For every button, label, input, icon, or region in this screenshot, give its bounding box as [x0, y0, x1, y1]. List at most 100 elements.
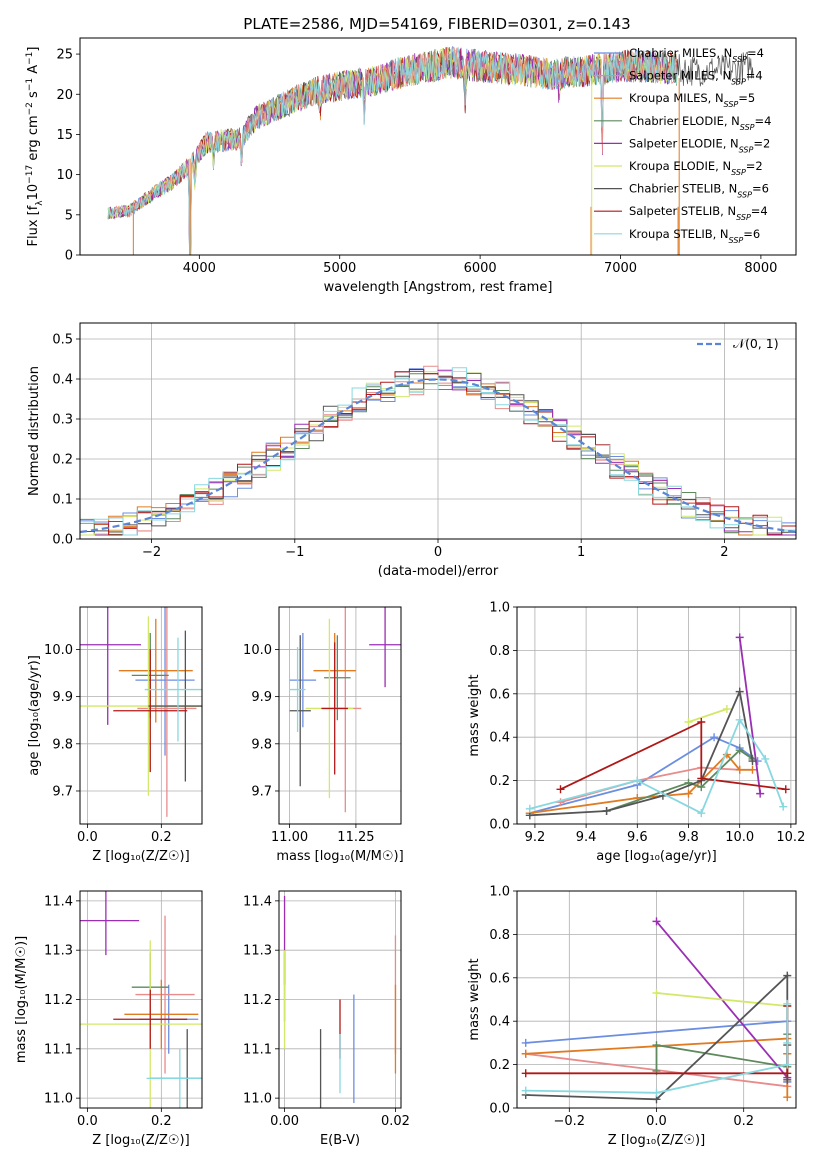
- weight_vs_age-panel: 9.2 9.4 9.6 9.8 10.0 10.2 0.0 0.2 0.4 0.6 0.8 1.0 ag…: [467, 601, 805, 865]
- axes-frame: [79, 37, 797, 256]
- x-tick-label: 0: [434, 545, 442, 560]
- axes-frame: [79, 606, 203, 825]
- weight-line: [688, 708, 728, 723]
- weight-marker: [748, 757, 757, 766]
- weight-marker: [722, 704, 731, 713]
- weight-marker: [652, 1041, 661, 1050]
- y-axis-label: age [log₁₀(age/yr)]: [27, 655, 42, 776]
- legend-entry: Chabrier STELIB, NSSP=6: [629, 182, 769, 200]
- y-tick-label: 9.9: [251, 690, 272, 705]
- weight-marker: [761, 754, 770, 763]
- weight-marker: [735, 633, 744, 642]
- x-tick-label: 2: [720, 545, 728, 560]
- y-tick-label: 0.0: [489, 818, 510, 833]
- y-tick-label: 1.0: [489, 885, 510, 900]
- y-tick-label: 0.1: [52, 493, 73, 508]
- weight-line: [560, 720, 786, 791]
- y-tick-label: 10.0: [243, 643, 272, 658]
- y-tick-label: 11.1: [243, 1042, 272, 1057]
- x-tick-label: 4000: [183, 261, 216, 276]
- weight-marker: [602, 806, 611, 815]
- spectrum-plot-area: [107, 46, 754, 255]
- y-tick-label: 25: [56, 48, 73, 63]
- weight-marker: [710, 733, 719, 742]
- legend-entry: Salpeter STELIB, NSSP=4: [629, 204, 768, 222]
- age_vs_Z-panel: 0.0 0.2 9.7 9.8 9.9 10.0 Z [log₁₀(Z/Z☉)] age [l…: [27, 606, 203, 864]
- x-tick-label: −2: [142, 545, 161, 560]
- weight-marker: [652, 1088, 661, 1097]
- weight-marker: [779, 802, 788, 811]
- weight-line: [656, 992, 788, 1007]
- x-tick-label: 0.02: [381, 1114, 410, 1129]
- weight-marker: [652, 988, 661, 997]
- y-tick-label: 9.7: [52, 784, 73, 799]
- y-tick-label: 15: [56, 128, 73, 143]
- x-tick-label: 7000: [604, 261, 637, 276]
- mass_vs_ebv-panel: 0.00 0.02 11.0 11.1 11.2 11.3 11.4 E(B-V): [243, 890, 410, 1148]
- y-tick-label: 0: [65, 249, 73, 264]
- weight-marker: [556, 785, 565, 794]
- y-tick-label: 11.1: [44, 1042, 73, 1057]
- y-tick-label: 11.4: [243, 894, 272, 909]
- y-tick-label: 11.2: [243, 993, 272, 1008]
- x-axis-label: Z [log₁₀(Z/Z☉)]: [92, 1133, 189, 1148]
- y-tick-label: 0.4: [52, 373, 73, 388]
- y-tick-label: 10: [56, 168, 73, 183]
- x-tick-label: 10.0: [725, 830, 754, 845]
- figure-title: PLATE=2586, MJD=54169, FIBERID=0301, z=0…: [243, 15, 630, 33]
- weight-marker: [684, 718, 693, 727]
- x-tick-label: 11.25: [337, 830, 374, 845]
- age_vs_mass-panel: 11.00 11.25 9.7 9.8 9.9 10.0 mass [log₁₀(M/M☉)…: [243, 606, 404, 864]
- y-tick-label: 5: [65, 208, 73, 223]
- y-tick-label: 0.2: [52, 453, 73, 468]
- y-tick-label: 0.2: [489, 1058, 510, 1073]
- weight-marker: [697, 718, 706, 727]
- weight-marker: [521, 1069, 530, 1078]
- x-tick-label: 0.0: [77, 830, 98, 845]
- y-tick-label: 0.6: [489, 687, 510, 702]
- x-axis-label: age [log₁₀(age/yr)]: [596, 849, 717, 864]
- weight-marker: [735, 746, 744, 755]
- x-tick-label: 9.8: [678, 830, 699, 845]
- weight-marker: [783, 1093, 792, 1102]
- x-tick-label: 5000: [323, 261, 356, 276]
- y-tick-label: 0.0: [52, 533, 73, 548]
- y-axis-label: mass [log₁₀(M/M☉)]: [14, 936, 29, 1063]
- weight_vs_Z-panel: −0.2 0.0 0.2 0.0 0.2 0.4 0.6 0.8 1.0 Z [log₁₀(Z/Z…: [467, 885, 797, 1148]
- y-tick-label: 11.3: [44, 944, 73, 959]
- histogram-series-9: [80, 367, 796, 536]
- weight_vs_age-plot-area: [525, 633, 790, 820]
- weight-marker: [783, 971, 792, 980]
- y-tick-label: 0.3: [52, 413, 73, 428]
- y-axis-label: Flux [fλ10−17 erg cm−2 s−1 A−1]: [25, 47, 45, 247]
- residuals-panel: −2 −1 0 1 2 0.0 0.1 0.2 0.3 0.4 0.5 (data-model)/er…: [27, 322, 797, 579]
- mass_vs_ebv-plot-area: [283, 895, 397, 1108]
- x-tick-label: 0.0: [77, 1114, 98, 1129]
- legend-entry: Salpeter MILES, NSSP=4: [629, 69, 763, 87]
- y-tick-label: 11.0: [44, 1092, 73, 1107]
- age_vs_Z-plot-area: [80, 607, 202, 817]
- y-tick-label: 0.0: [489, 1102, 510, 1117]
- spectrum-panel: 4000 5000 6000 7000 8000 0 5 10 15 20 25 wavelength…: [25, 37, 797, 295]
- x-axis-label: mass [log₁₀(M/M☉)]: [276, 849, 403, 864]
- weight-line: [529, 688, 754, 817]
- y-tick-label: 11.0: [243, 1092, 272, 1107]
- x-axis-label: E(B-V): [320, 1133, 360, 1148]
- y-tick-label: 10.0: [44, 643, 73, 658]
- weight-marker: [748, 765, 757, 774]
- spectrum-legend: Chabrier MILES, NSSP=4 Salpeter MILES, NS…: [594, 46, 771, 244]
- y-tick-label: 0.8: [489, 928, 510, 943]
- legend-entry: Salpeter ELODIE, NSSP=2: [629, 136, 770, 154]
- y-tick-label: 0.4: [489, 1015, 510, 1030]
- y-tick-label: 9.9: [52, 690, 73, 705]
- y-tick-label: 1.0: [489, 601, 510, 616]
- weight-marker: [781, 785, 790, 794]
- weight-marker: [783, 1038, 792, 1047]
- y-tick-label: 11.4: [44, 894, 73, 909]
- x-tick-label: −1: [285, 545, 304, 560]
- mass_vs_Z-plot-area: [80, 891, 202, 1108]
- x-tick-label: 0.00: [270, 1114, 299, 1129]
- legend-entry: Kroupa MILES, NSSP=5: [629, 91, 755, 109]
- weight_vs_Z-plot-area: [521, 917, 792, 1104]
